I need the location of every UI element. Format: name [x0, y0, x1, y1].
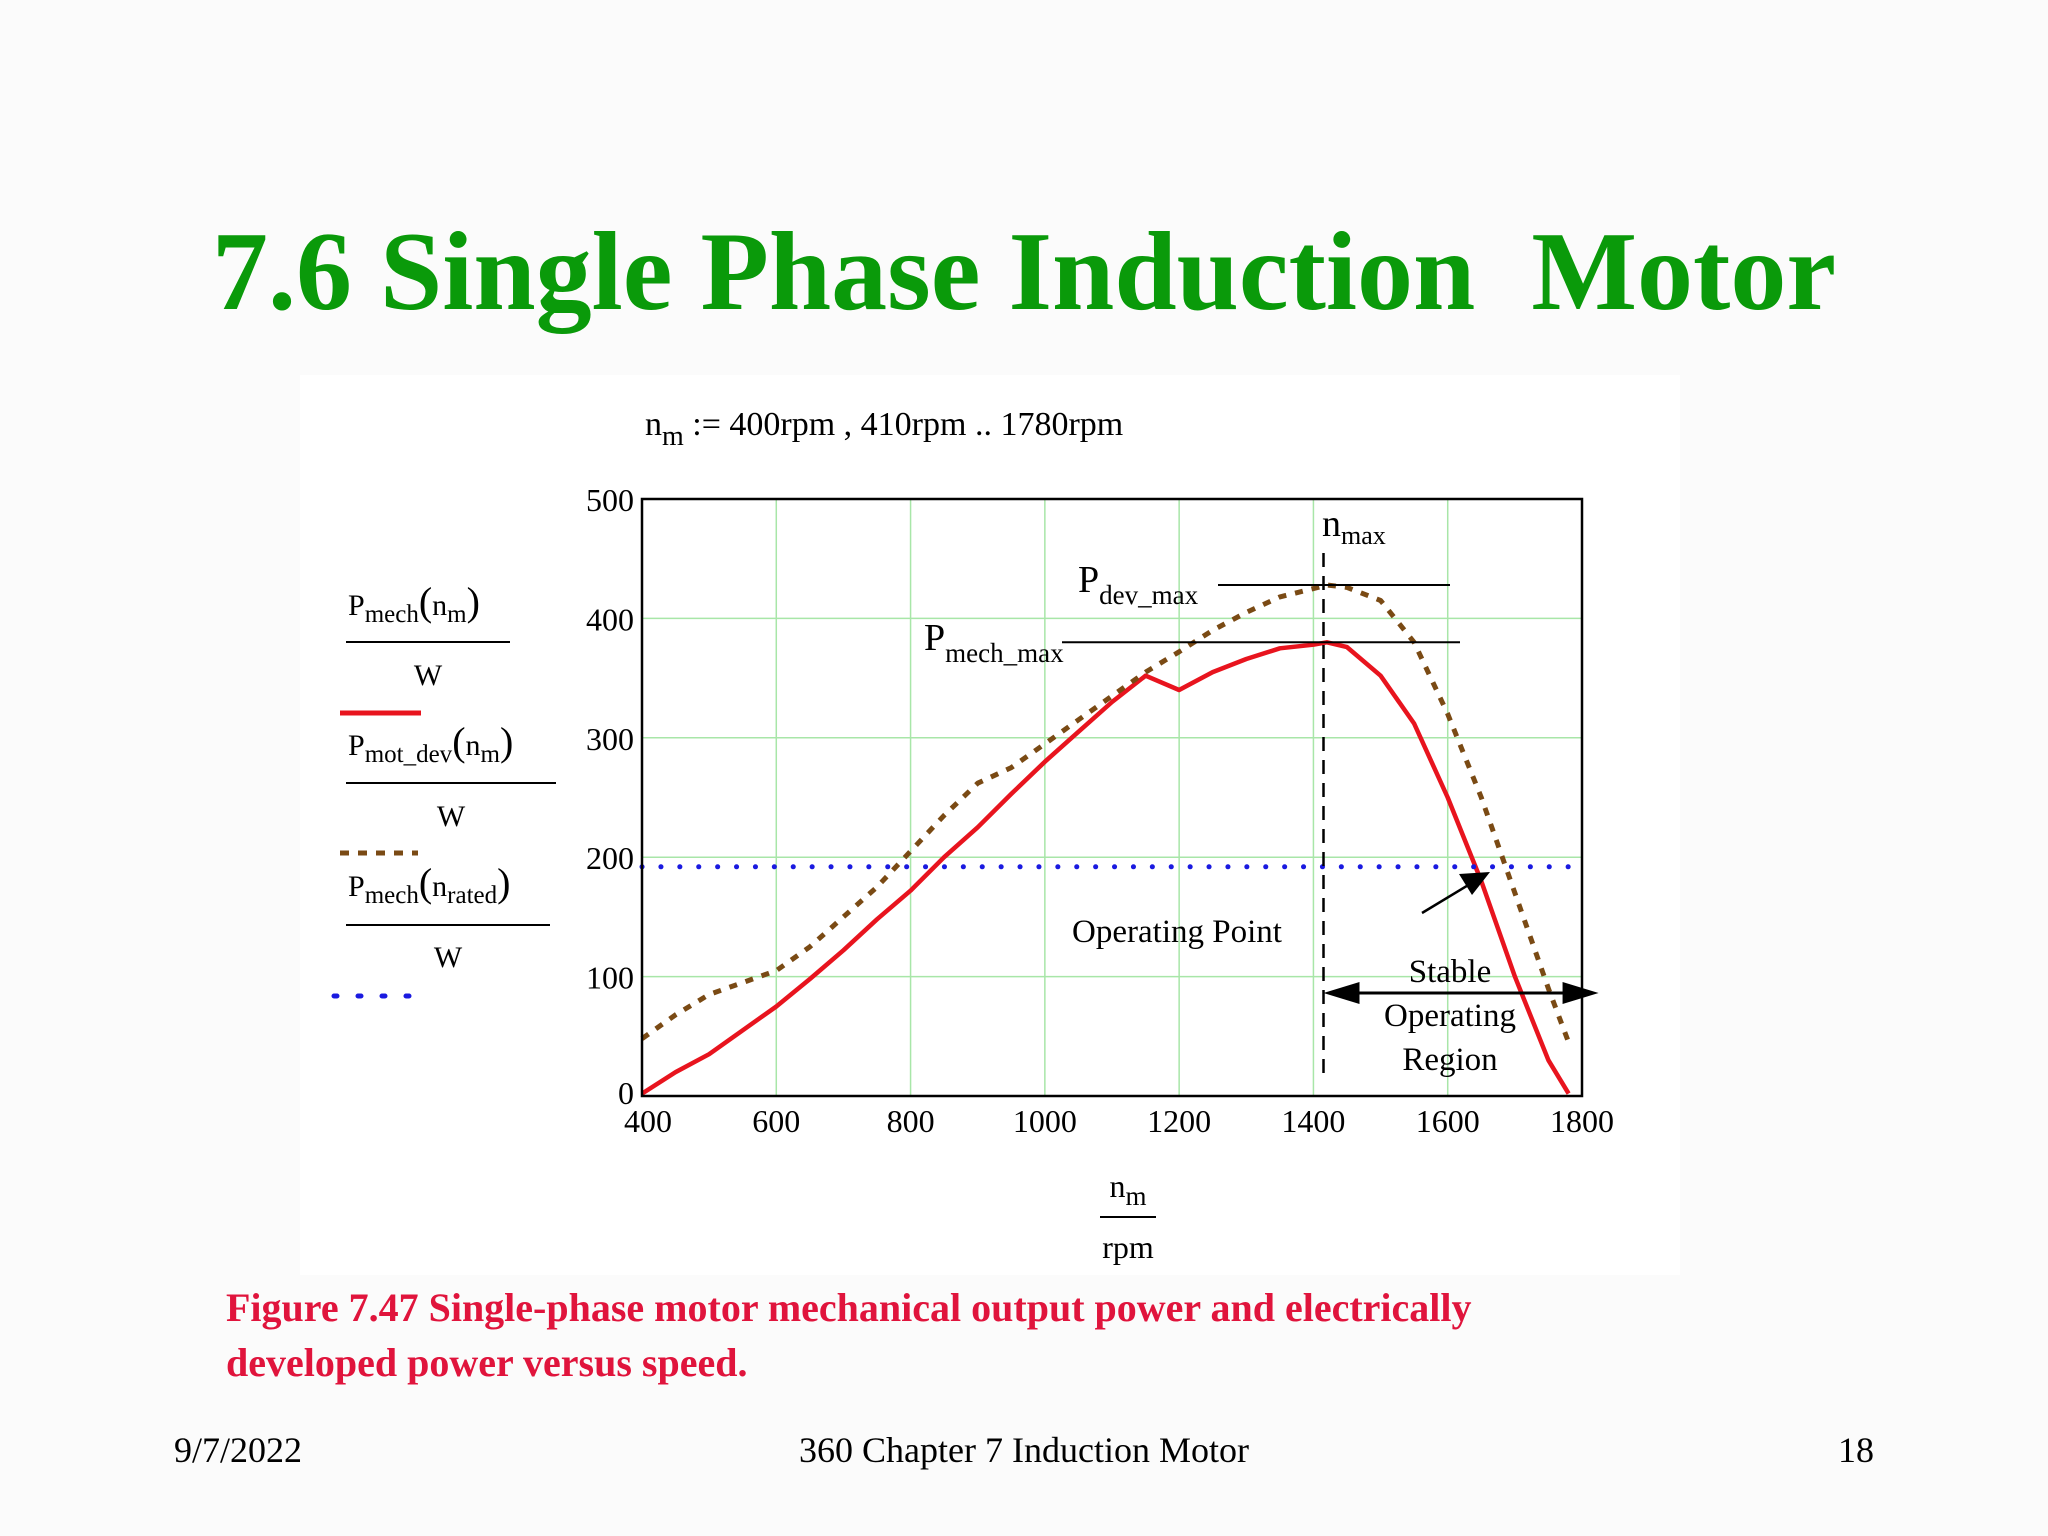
legend-prated-denominator: W: [434, 941, 463, 974]
legend-prated-var: P: [348, 870, 365, 903]
operating-point-label: Operating Point: [1072, 914, 1282, 950]
legend-pmech-paren-close: ): [467, 579, 480, 624]
pdev-max-label-main: P: [1078, 559, 1099, 601]
y-tick-label: 500: [586, 482, 634, 518]
legend-pmotdev-arg: n: [466, 729, 481, 762]
stable-region-label-1: Stable: [1409, 954, 1491, 990]
x-tick-label: 1000: [1013, 1103, 1077, 1139]
legend-prated-sub: mech: [365, 882, 420, 909]
nmax-label-sub: max: [1341, 521, 1386, 550]
legend: Pmech(nm) W Pmot_dev(nm) W Pmech(nrated): [331, 579, 556, 999]
series-layer: [639, 582, 1585, 1096]
plot-frame: [640, 497, 1584, 1098]
slide-title: 7.6 Single Phase Induction Motor: [211, 210, 1837, 334]
pmotdev-curve: [640, 582, 1571, 1044]
x-tick-label: 600: [752, 1103, 800, 1139]
pmech-max-label-sub: mech_max: [945, 638, 1064, 668]
legend-item-prated: Pmech(nrated) W: [331, 860, 550, 999]
x-tick-label: 1400: [1281, 1103, 1345, 1139]
legend-pmotdev-var: P: [348, 729, 365, 762]
y-tick-label: 0: [618, 1075, 634, 1111]
range-definition: nm := 400rpm , 410rpm .. 1780rpm: [645, 406, 1123, 452]
operating-point-arrowhead: [1459, 872, 1490, 895]
pmech-max-label-main: P: [924, 617, 945, 659]
footer-date: 9/7/2022: [174, 1430, 303, 1470]
legend-prated-arg: n: [432, 870, 447, 903]
svg-text:Pmech(nrated): Pmech(nrated): [348, 860, 510, 909]
y-tick-label: 200: [586, 840, 634, 876]
pmech-curve: [640, 640, 1571, 1096]
svg-text:Pmech(nm): Pmech(nm): [348, 579, 480, 628]
x-axis-label-var: n: [1109, 1168, 1125, 1204]
range-var: n: [645, 406, 662, 443]
axis-ticks: 400 600 800 1000 1200 1400 1600 1800 0 100 200 300 4…: [586, 482, 1614, 1139]
legend-pmotdev-sub: mot_dev: [365, 741, 453, 768]
figure-caption: Figure 7.47 Single-phase motor mechanica…: [226, 1280, 1726, 1390]
legend-pmech-denominator: W: [414, 659, 443, 692]
legend-pmotdev-paren-open: (: [452, 719, 465, 764]
legend-pmech-paren-open: (: [419, 579, 432, 624]
caption-line-1: Figure 7.47 Single-phase motor mechanica…: [226, 1285, 1472, 1330]
x-axis-label-sub: m: [1125, 1181, 1146, 1211]
legend-pmech-var: P: [348, 589, 365, 622]
x-tick-label: 1200: [1147, 1103, 1211, 1139]
power-speed-chart: nm := 400rpm , 410rpm .. 1780rpm Pmech(n…: [331, 406, 1614, 1265]
legend-item-pmech: Pmech(nm) W: [340, 579, 510, 716]
y-tick-label: 100: [586, 960, 634, 996]
legend-prated-arg-sub: rated: [447, 882, 497, 909]
stable-region-arrowhead-left: [1323, 982, 1360, 1004]
legend-pmech-arg: n: [432, 589, 447, 622]
caption-line-2: developed power versus speed.: [226, 1340, 748, 1385]
y-tick-label: 300: [586, 721, 634, 757]
legend-pmotdev-denominator: W: [437, 800, 466, 833]
pdev-max-label: Pdev_max: [1078, 559, 1199, 610]
x-tick-label: 1600: [1416, 1103, 1480, 1139]
x-axis-label-denominator: rpm: [1102, 1229, 1154, 1265]
x-tick-label: 400: [624, 1103, 672, 1139]
footer-page-number: 18: [1838, 1430, 1874, 1470]
legend-prated-paren-close: ): [497, 860, 510, 905]
svg-text:Pmot_dev(nm): Pmot_dev(nm): [348, 719, 513, 768]
pmech-max-label: Pmech_max: [924, 617, 1064, 668]
legend-prated-paren-open: (: [419, 860, 432, 905]
legend-pmotdev-arg-sub: m: [481, 741, 501, 768]
stable-region-label-2: Operating: [1384, 998, 1516, 1034]
x-tick-label: 1800: [1550, 1103, 1614, 1139]
stable-region-arrowhead-right: [1562, 982, 1599, 1004]
footer-course-title: 360 Chapter 7 Induction Motor: [799, 1430, 1249, 1470]
y-tick-label: 400: [586, 601, 634, 637]
range-rest: := 400rpm , 410rpm .. 1780rpm: [684, 406, 1123, 443]
legend-item-pmotdev: Pmot_dev(nm) W: [340, 719, 556, 856]
range-var-sub: m: [662, 421, 684, 452]
stable-region-label-3: Region: [1402, 1042, 1497, 1078]
x-tick-label: 800: [887, 1103, 935, 1139]
chart-area: nm := 400rpm , 410rpm .. 1780rpm Pmech(n…: [300, 375, 1680, 1275]
legend-pmech-arg-sub: m: [447, 601, 467, 628]
legend-pmech-sub: mech: [365, 601, 420, 628]
pdev-max-label-sub: dev_max: [1099, 580, 1198, 610]
nmax-label: nmax: [1322, 503, 1386, 550]
legend-pmotdev-paren-close: ): [500, 719, 513, 764]
x-axis-label-numerator: nm: [1109, 1168, 1146, 1211]
nmax-label-main: n: [1322, 503, 1341, 545]
operating-point-arrow: [1421, 879, 1476, 915]
